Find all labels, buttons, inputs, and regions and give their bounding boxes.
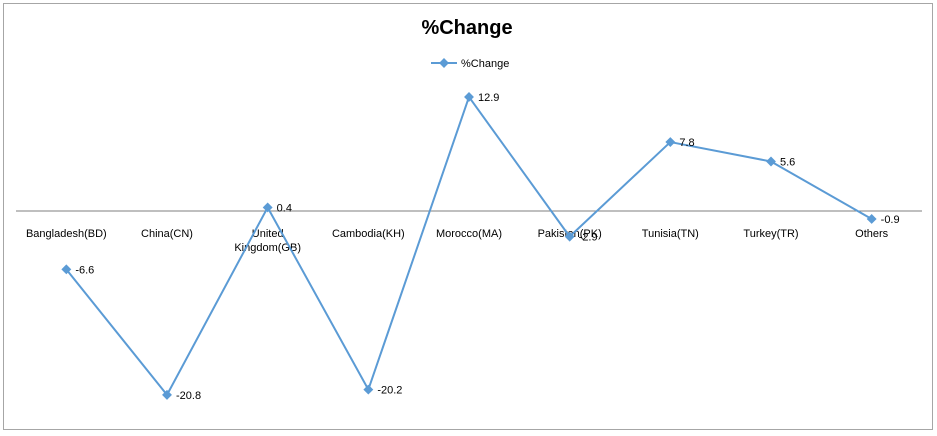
data-point xyxy=(866,214,877,224)
data-point xyxy=(564,231,575,242)
x-tick-label: Turkey(TR) xyxy=(743,228,798,240)
plot-area: Bangladesh(BD) China(CN) United Kingdom(GB)… xyxy=(16,92,922,402)
x-tick-label: China(CN) xyxy=(141,228,193,240)
legend-series-label: %Change xyxy=(461,58,509,70)
data-point xyxy=(665,137,676,147)
data-label: -2.9 xyxy=(579,232,598,244)
data-label: 0.4 xyxy=(277,202,292,214)
series-line xyxy=(65,95,873,396)
data-label: 7.8 xyxy=(679,137,694,149)
data-label: -0.9 xyxy=(881,214,900,226)
data-label: 5.6 xyxy=(780,156,795,168)
x-tick-label: Morocco(MA) xyxy=(436,228,502,240)
x-tick-label: Others xyxy=(855,228,889,240)
data-label: -6.6 xyxy=(75,264,94,276)
data-point xyxy=(766,156,776,167)
data-point xyxy=(363,384,374,395)
legend-diamond-marker xyxy=(439,58,449,68)
x-tick-label: United Kingdom(GB) xyxy=(234,228,301,254)
data-label: 12.9 xyxy=(478,92,499,104)
x-tick-label: Tunisia(TN) xyxy=(642,228,699,240)
x-tick-label: Bangladesh(BD) xyxy=(26,228,107,240)
data-label: -20.2 xyxy=(377,385,402,397)
data-label: -20.8 xyxy=(176,390,201,402)
chart-title: %Change xyxy=(421,17,512,39)
legend: %Change xyxy=(431,58,509,70)
data-point xyxy=(262,202,273,213)
data-point xyxy=(162,389,172,400)
x-tick-label: Cambodia(KH) xyxy=(332,228,405,240)
chart-container: %Change %Change Bangladesh(BD) China(CN) U… xyxy=(3,3,933,430)
line-chart: %Change %Change Bangladesh(BD) China(CN) U… xyxy=(16,17,922,402)
